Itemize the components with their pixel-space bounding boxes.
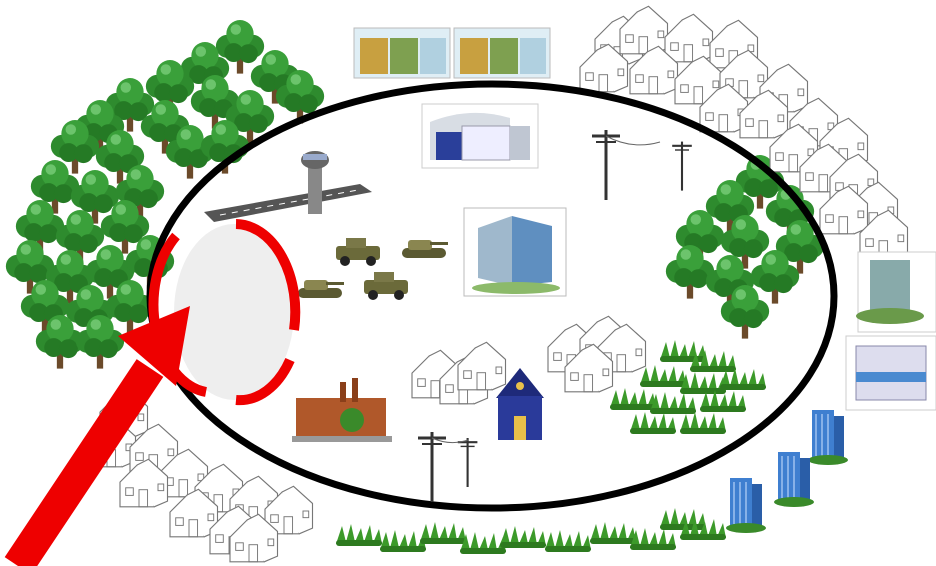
tree	[665, 245, 715, 299]
vehicle	[364, 272, 408, 300]
grass	[630, 412, 676, 434]
office-building	[463, 207, 567, 297]
grass	[650, 392, 696, 414]
grass	[590, 522, 636, 544]
vehicle	[336, 238, 380, 266]
hangar	[421, 103, 539, 169]
factory	[292, 378, 392, 442]
grass	[680, 372, 726, 394]
highlight-area	[174, 224, 294, 400]
grass	[680, 412, 726, 434]
grass	[420, 522, 466, 544]
power-pole	[416, 430, 448, 504]
power-line	[605, 135, 661, 146]
grass	[380, 530, 426, 552]
house	[457, 341, 507, 391]
power-line	[431, 437, 469, 444]
skyscraper	[807, 409, 849, 466]
house	[664, 13, 714, 63]
skyscraper	[725, 477, 767, 534]
storefronts	[353, 27, 551, 79]
grass	[660, 508, 706, 530]
grass	[630, 528, 676, 550]
power-pole	[456, 436, 479, 489]
vehicle	[298, 280, 344, 298]
grass	[660, 340, 706, 362]
house	[619, 5, 669, 55]
power-pole	[671, 140, 693, 192]
grass	[336, 524, 382, 546]
grass	[460, 532, 506, 554]
grass	[500, 526, 546, 548]
skyscraper	[773, 451, 815, 508]
highlight-outline	[235, 219, 301, 331]
grass	[610, 388, 656, 410]
grass	[545, 530, 591, 552]
highlight-outline	[235, 357, 295, 406]
grass	[690, 350, 736, 372]
side-buildings	[845, 251, 936, 411]
grass	[640, 365, 686, 387]
pointer-arrow	[4, 359, 164, 566]
schoolhouse	[496, 368, 544, 440]
vehicle	[402, 240, 448, 258]
airfield	[204, 151, 372, 222]
pointer-arrowhead	[118, 306, 190, 386]
